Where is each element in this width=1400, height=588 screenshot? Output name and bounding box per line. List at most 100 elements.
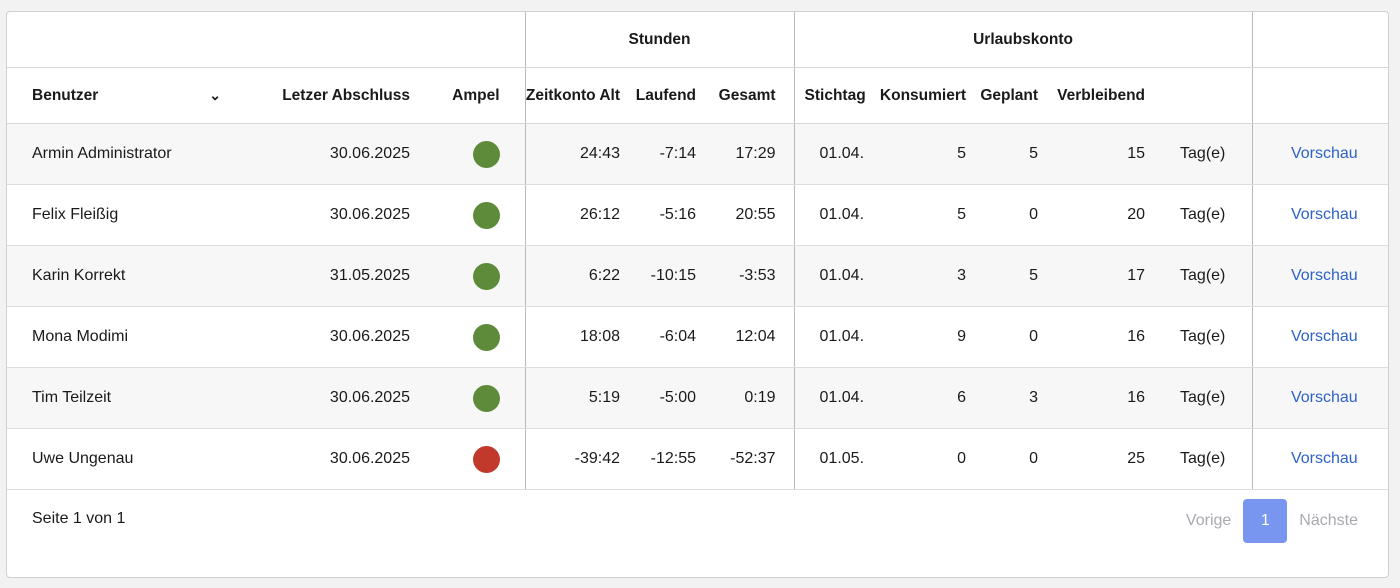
status-dot [472,445,500,473]
status-dot [472,140,500,168]
cell-laufend: -6:04 [628,306,705,368]
prev-page-button[interactable]: Vorige [1185,512,1232,529]
cell-laufend: -7:14 [628,123,705,185]
cell-konsumiert: 9 [879,306,971,368]
page-info: Seite 1 von 1 [32,510,126,527]
cell-einheit: Tag(e) [1147,184,1253,246]
cell-ampel [418,123,526,185]
cell-zeitkonto-alt: 5:19 [524,367,629,429]
group-header-row: Stunden Urlaubskonto [7,12,1388,68]
cell-ampel [418,367,526,429]
users-table: Stunden Urlaubskonto Benutzer ⌄ Letzer A… [7,12,1388,490]
cell-verbleibend: 25 [1043,428,1148,490]
col-konsumiert: Konsumiert [879,67,971,124]
table-row: Mona Modimi 30.06.2025 18:08 -6:04 12:04 01.0… [7,306,1388,368]
col-ampel: Ampel [418,67,526,124]
time-account-card: Stunden Urlaubskonto Benutzer ⌄ Letzer A… [6,11,1389,578]
cell-laufend: -5:00 [628,367,705,429]
cell-action: Vorschau [1251,306,1388,368]
cell-letzter-abschluss: 30.06.2025 [243,123,418,185]
status-dot [472,262,500,290]
cell-konsumiert: 5 [879,184,971,246]
cell-ampel [418,184,526,246]
col-einheit [1147,67,1253,124]
chevron-down-icon[interactable]: ⌄ [209,86,221,103]
cell-action: Vorschau [1251,367,1388,429]
cell-benutzer: Armin Administrator [7,123,243,185]
status-dot [472,201,500,229]
column-header-row: Benutzer ⌄ Letzer Abschluss Ampel Zeitko… [7,67,1388,124]
group-header-stunden: Stunden [524,12,795,68]
status-dot [472,384,500,412]
cell-letzter-abschluss: 31.05.2025 [243,245,418,307]
table-body: Armin Administrator 30.06.2025 24:43 -7:14 1… [7,123,1388,490]
cell-zeitkonto-alt: -39:42 [524,428,629,490]
cell-konsumiert: 3 [879,245,971,307]
status-dot [472,323,500,351]
cell-laufend: -5:16 [628,184,705,246]
cell-geplant: 5 [970,123,1044,185]
group-header-empty [7,12,526,68]
vorschau-link[interactable]: Vorschau [1290,206,1358,223]
cell-stichtag: 01.04. [793,123,880,185]
cell-einheit: Tag(e) [1147,306,1253,368]
group-header-urlaubskonto: Urlaubskonto [793,12,1253,68]
cell-konsumiert: 6 [879,367,971,429]
cell-action: Vorschau [1251,428,1388,490]
cell-stichtag: 01.04. [793,306,880,368]
col-benutzer[interactable]: Benutzer ⌄ [7,67,243,124]
col-benutzer-label: Benutzer [32,86,99,104]
cell-gesamt: 20:55 [704,184,795,246]
cell-stichtag: 01.04. [793,184,880,246]
cell-zeitkonto-alt: 26:12 [524,184,629,246]
col-geplant: Geplant [970,67,1044,124]
cell-action: Vorschau [1251,245,1388,307]
cell-einheit: Tag(e) [1147,367,1253,429]
cell-stichtag: 01.04. [793,245,880,307]
cell-einheit: Tag(e) [1147,428,1253,490]
cell-benutzer: Felix Fleißig [7,184,243,246]
cell-zeitkonto-alt: 6:22 [524,245,629,307]
table-footer: Seite 1 von 1 Vorige 1 Nächste [7,486,1388,577]
col-letzter-abschluss: Letzer Abschluss [243,67,418,124]
col-zeitkonto-alt: Zeitkonto Alt [524,67,629,124]
cell-verbleibend: 20 [1043,184,1148,246]
cell-benutzer: Uwe Ungenau [7,428,243,490]
cell-ampel [418,245,526,307]
cell-verbleibend: 16 [1043,367,1148,429]
cell-geplant: 0 [970,306,1044,368]
current-page-button[interactable]: 1 [1243,499,1288,543]
cell-stichtag: 01.04. [793,367,880,429]
table-row: Uwe Ungenau 30.06.2025 -39:42 -12:55 -52:37 0… [7,428,1388,490]
vorschau-link[interactable]: Vorschau [1290,145,1358,162]
cell-konsumiert: 0 [879,428,971,490]
cell-benutzer: Tim Teilzeit [7,367,243,429]
cell-benutzer: Karin Korrekt [7,245,243,307]
table-row: Karin Korrekt 31.05.2025 6:22 -10:15 -3:53 01… [7,245,1388,307]
cell-gesamt: -52:37 [704,428,795,490]
cell-geplant: 3 [970,367,1044,429]
cell-einheit: Tag(e) [1147,123,1253,185]
cell-letzter-abschluss: 30.06.2025 [243,184,418,246]
next-page-button[interactable]: Nächste [1299,512,1358,529]
cell-geplant: 5 [970,245,1044,307]
vorschau-link[interactable]: Vorschau [1290,267,1358,284]
cell-letzter-abschluss: 30.06.2025 [243,367,418,429]
cell-einheit: Tag(e) [1147,245,1253,307]
cell-stichtag: 01.05. [793,428,880,490]
cell-laufend: -10:15 [628,245,705,307]
vorschau-link[interactable]: Vorschau [1290,389,1358,406]
cell-konsumiert: 5 [879,123,971,185]
cell-ampel [418,306,526,368]
cell-verbleibend: 17 [1043,245,1148,307]
cell-geplant: 0 [970,428,1044,490]
cell-zeitkonto-alt: 18:08 [524,306,629,368]
vorschau-link[interactable]: Vorschau [1290,328,1358,345]
cell-letzter-abschluss: 30.06.2025 [243,428,418,490]
table-row: Felix Fleißig 30.06.2025 26:12 -5:16 20:55 01… [7,184,1388,246]
group-header-actions [1251,12,1388,68]
cell-gesamt: 0:19 [704,367,795,429]
col-verbleibend: Verbleibend [1043,67,1148,124]
cell-verbleibend: 15 [1043,123,1148,185]
vorschau-link[interactable]: Vorschau [1290,450,1358,467]
